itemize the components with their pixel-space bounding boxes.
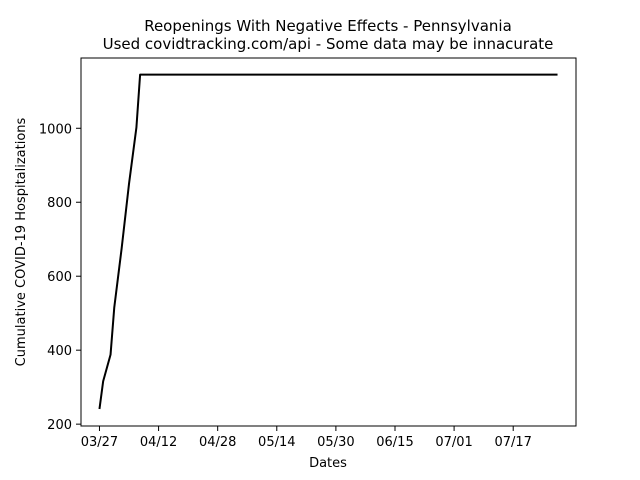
series-line xyxy=(98,73,558,410)
y-tick-label: 400 xyxy=(47,344,72,359)
x-tick-label: 05/30 xyxy=(317,435,354,450)
x-tick-label: 07/01 xyxy=(435,435,472,450)
y-tick-label: 600 xyxy=(47,270,72,285)
series-layer xyxy=(98,73,558,410)
y-tick-label: 200 xyxy=(47,418,72,433)
x-tick-label: 04/28 xyxy=(199,435,236,450)
x-tick-label: 05/14 xyxy=(258,435,295,450)
x-tick-label: 04/12 xyxy=(140,435,177,450)
x-tick-label: 06/15 xyxy=(376,435,413,450)
y-tick-label: 1000 xyxy=(39,122,72,137)
y-axis-ticks: 200 400 600 800 1000 xyxy=(39,122,81,433)
x-axis-ticks: 03/27 04/12 04/28 05/14 05/30 06/15 07/01 07/17 xyxy=(81,426,532,450)
chart-subtitle: Used covidtracking.com/api - Some data m… xyxy=(103,35,554,53)
y-tick-label: 800 xyxy=(47,196,72,211)
y-axis-label: Cumulative COVID-19 Hospitalizations xyxy=(14,117,29,366)
plot-frame xyxy=(80,57,577,427)
plot-area xyxy=(80,57,577,427)
x-tick-label: 07/17 xyxy=(494,435,531,450)
chart-title: Reopenings With Negative Effects - Penns… xyxy=(144,17,512,35)
x-tick-label: 03/27 xyxy=(81,435,118,450)
x-axis-label: Dates xyxy=(309,456,347,471)
